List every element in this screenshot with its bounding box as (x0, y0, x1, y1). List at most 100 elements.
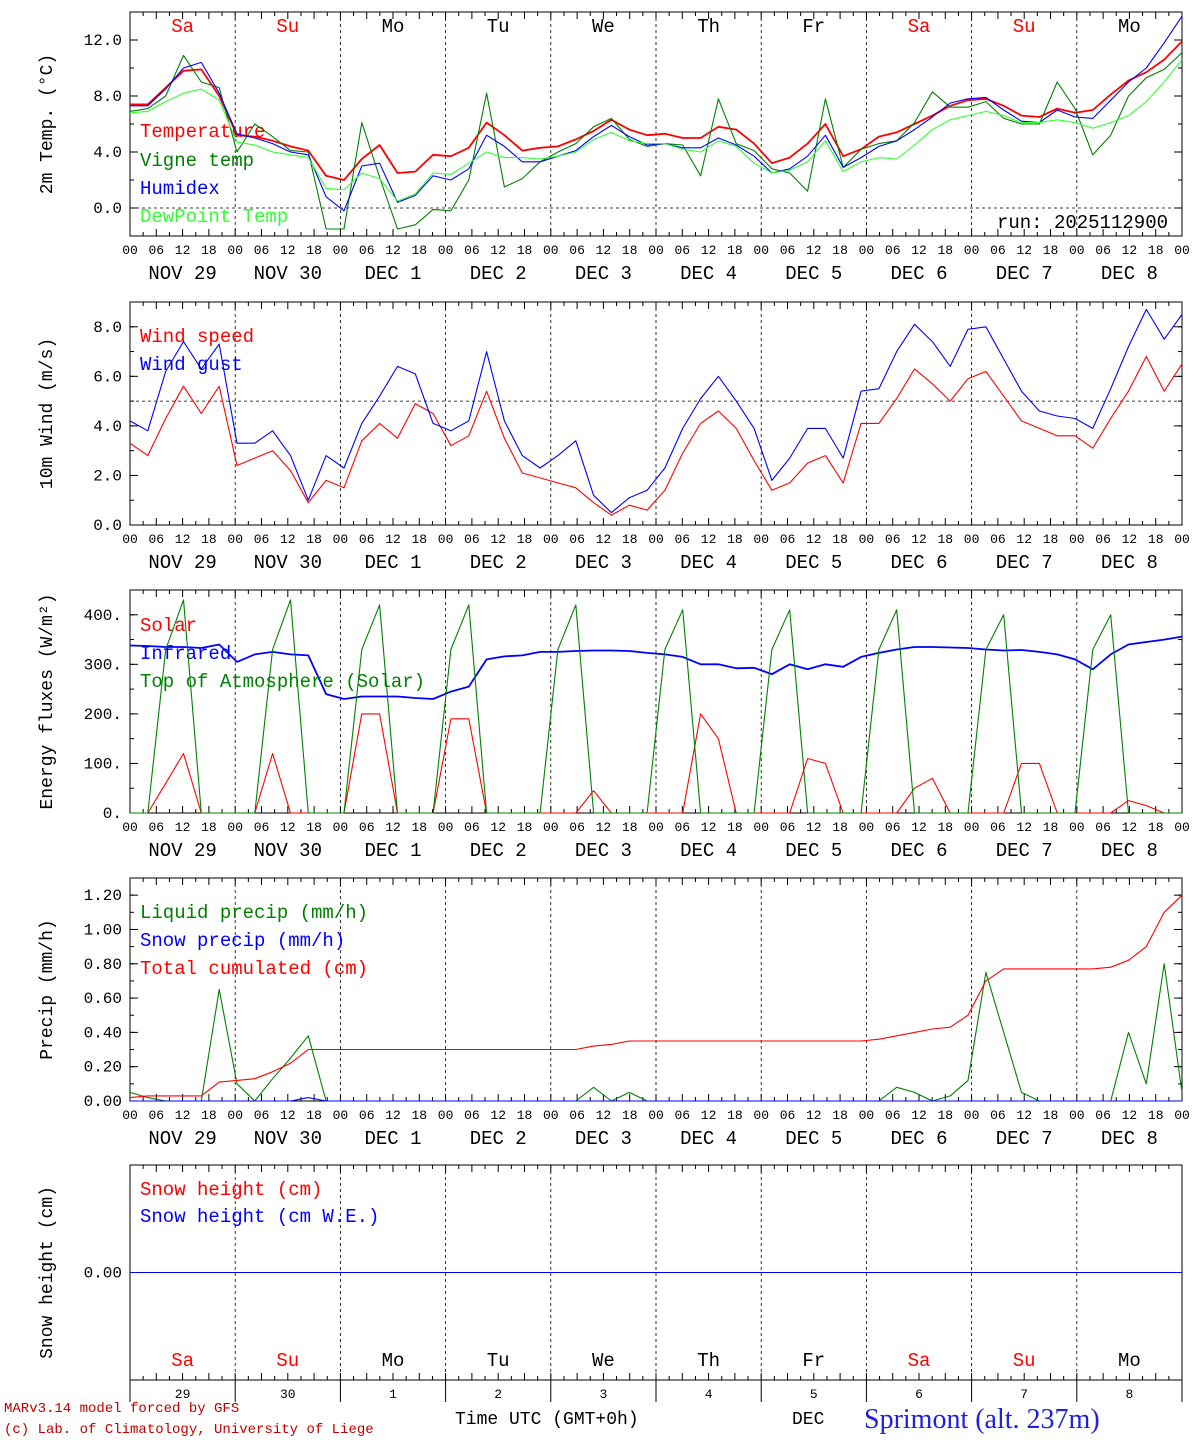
date-label: DEC 3 (575, 552, 632, 574)
hour-label: 06 (990, 532, 1006, 547)
hour-label: 06 (254, 243, 270, 258)
hour-label: 00 (753, 243, 769, 258)
hour-label: 00 (122, 532, 138, 547)
y-tick-label: 0.0 (93, 517, 122, 535)
legend-entry: Snow height (cm W.E.) (140, 1206, 379, 1228)
hour-label: 12 (1122, 532, 1138, 547)
day-number: 3 (599, 1387, 607, 1402)
y-axis-label: 10m Wind (m/s) (38, 338, 58, 489)
date-label: DEC 2 (470, 1128, 527, 1150)
series-line-4 (129, 59, 1183, 202)
hour-label: 00 (1174, 1108, 1190, 1123)
day-of-week: Fr (802, 1350, 825, 1372)
hour-label: 12 (1122, 243, 1138, 258)
date-label: NOV 29 (148, 840, 216, 862)
hour-label: 12 (385, 532, 401, 547)
hour-label: 18 (201, 820, 217, 835)
hour-label: 12 (1016, 820, 1032, 835)
day-of-week: We (592, 1350, 615, 1372)
date-label: DEC 8 (1101, 263, 1158, 285)
date-label: DEC 7 (996, 552, 1053, 574)
hour-label: 06 (990, 820, 1006, 835)
y-axis-label: Energy fluxes (W/m²) (38, 593, 58, 809)
series-line-1 (130, 40, 1183, 181)
hour-label: 00 (438, 1108, 454, 1123)
legend-entry: Vigne temp (140, 150, 254, 172)
hour-label: 18 (1148, 1108, 1164, 1123)
day-of-week: Mo (1118, 16, 1141, 38)
hour-label: 06 (674, 532, 690, 547)
hour-label: 18 (1148, 243, 1164, 258)
hour-label: 00 (648, 532, 664, 547)
hour-label: 18 (622, 532, 638, 547)
date-label: DEC 4 (680, 263, 737, 285)
hour-label: 12 (1016, 532, 1032, 547)
hour-label: 12 (175, 532, 191, 547)
hour-label: 12 (1016, 243, 1032, 258)
hour-label: 12 (911, 820, 927, 835)
hour-label: 00 (964, 243, 980, 258)
hour-label: 18 (622, 1108, 638, 1123)
hour-label: 06 (1095, 243, 1111, 258)
hour-label: 06 (569, 532, 585, 547)
hour-label: 00 (438, 243, 454, 258)
date-label: DEC 3 (575, 263, 632, 285)
hour-label: 00 (543, 532, 559, 547)
hour-label: 06 (780, 1108, 796, 1123)
hour-label: 12 (701, 243, 717, 258)
legend-entry: Solar (140, 615, 197, 637)
day-number: 7 (1020, 1387, 1028, 1402)
hour-label: 12 (701, 1108, 717, 1123)
y-tick-label: 0.0 (93, 200, 122, 218)
hour-label: 00 (122, 1108, 138, 1123)
hour-label: 00 (122, 243, 138, 258)
legend-entry: Top of Atmosphere (Solar) (140, 671, 425, 693)
hour-label: 18 (201, 532, 217, 547)
y-tick-label: 1.20 (84, 887, 122, 905)
y-tick-label: 300. (84, 656, 122, 674)
day-of-week: Sa (908, 16, 931, 38)
hour-label: 12 (1122, 820, 1138, 835)
date-label: DEC 6 (890, 1128, 947, 1150)
hour-label: 12 (175, 820, 191, 835)
y-tick-label: 400. (84, 607, 122, 625)
hour-label: 12 (490, 243, 506, 258)
hour-label: 06 (464, 243, 480, 258)
hour-label: 06 (885, 243, 901, 258)
hour-label: 12 (490, 532, 506, 547)
legend-entry: Wind speed (140, 326, 254, 348)
y-tick-label: 0. (103, 805, 122, 823)
day-of-week: Mo (382, 1350, 405, 1372)
hour-label: 00 (1069, 532, 1085, 547)
hour-label: 18 (306, 1108, 322, 1123)
hour-label: 12 (490, 820, 506, 835)
hour-label: 00 (333, 1108, 349, 1123)
date-label: DEC 6 (890, 552, 947, 574)
date-label: DEC 6 (890, 263, 947, 285)
date-label: DEC 8 (1101, 552, 1158, 574)
y-axis-label: 2m Temp. (°C) (38, 54, 58, 194)
panel-5: 0.00 Snow height (cm) Snow height (cm) Snow… (38, 1164, 1183, 1402)
day-number: 29 (175, 1387, 191, 1402)
hour-label: 00 (1174, 243, 1190, 258)
day-of-week: Th (697, 16, 720, 38)
day-of-week: Su (276, 1350, 299, 1372)
hour-label: 18 (832, 532, 848, 547)
series-line-3 (130, 599, 1182, 814)
hour-label: 06 (674, 1108, 690, 1123)
hour-label: 00 (1174, 820, 1190, 835)
hour-label: 18 (517, 243, 533, 258)
hour-label: 18 (832, 243, 848, 258)
day-number: 2 (494, 1387, 502, 1402)
hour-label: 18 (937, 1108, 953, 1123)
hour-label: 18 (411, 243, 427, 258)
panel-1: 0.0 4.0 8.0 12.0 2m Temp. (°C) Temperature Vig… (38, 11, 1190, 285)
day-of-week: Tu (487, 1350, 510, 1372)
date-label: DEC 2 (470, 840, 527, 862)
hour-label: 18 (727, 820, 743, 835)
y-axis-label: Precip (mm/h) (38, 919, 58, 1059)
date-label: DEC 4 (680, 840, 737, 862)
series-line-1 (129, 355, 1183, 516)
run-label: run: 2025112900 (997, 212, 1168, 234)
